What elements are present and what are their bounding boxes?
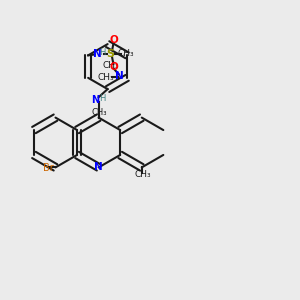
Text: CH₃: CH₃ bbox=[135, 170, 152, 179]
Text: CH₃: CH₃ bbox=[92, 108, 107, 117]
Text: S: S bbox=[106, 49, 115, 59]
Text: Br: Br bbox=[43, 163, 53, 173]
Text: CH₃: CH₃ bbox=[102, 61, 119, 70]
Text: N: N bbox=[115, 71, 124, 81]
Text: CH₃: CH₃ bbox=[118, 49, 135, 58]
Text: O: O bbox=[110, 35, 118, 45]
Text: N: N bbox=[91, 94, 99, 105]
Text: N: N bbox=[93, 49, 101, 59]
Text: N: N bbox=[94, 162, 103, 172]
Text: H: H bbox=[99, 48, 106, 57]
Text: H: H bbox=[99, 94, 105, 103]
Text: CH₃: CH₃ bbox=[98, 74, 114, 82]
Text: O: O bbox=[110, 62, 118, 72]
